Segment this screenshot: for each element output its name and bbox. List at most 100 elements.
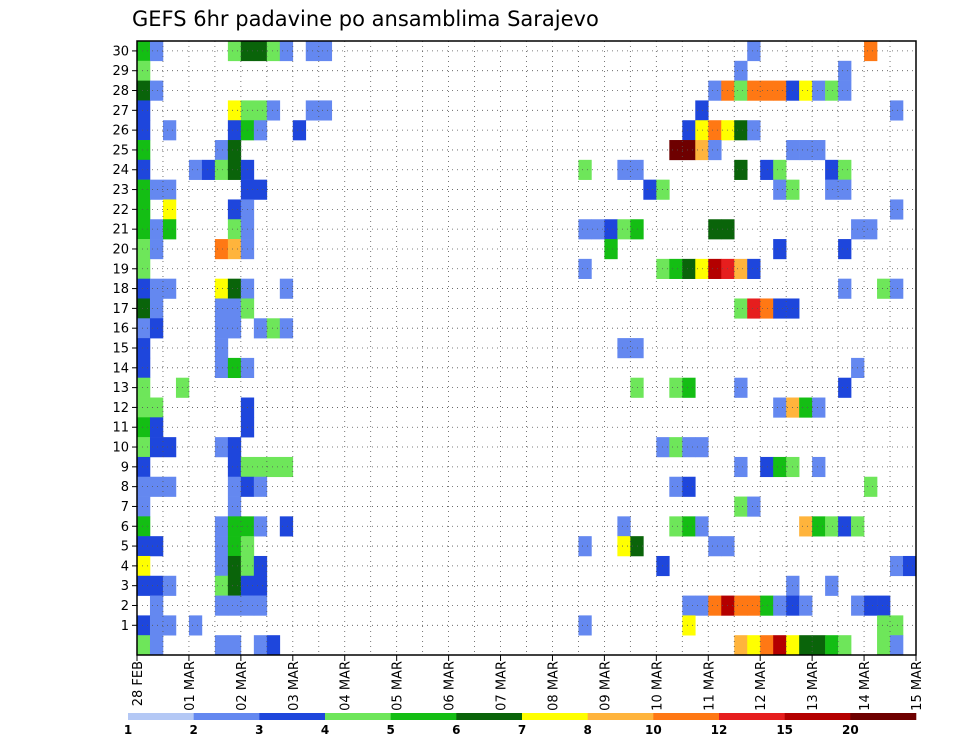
heatmap-cell bbox=[682, 437, 696, 458]
y-tick-label: 23 bbox=[112, 183, 129, 198]
heatmap-cell bbox=[149, 41, 164, 62]
heatmap-cell bbox=[214, 516, 229, 537]
heatmap-cell bbox=[838, 278, 852, 299]
heatmap-cell bbox=[214, 437, 229, 458]
heatmap-cell bbox=[266, 41, 281, 62]
colorbar-label: 7 bbox=[518, 723, 526, 737]
y-tick-label: 7 bbox=[121, 500, 129, 515]
x-tick-label: 15 MAR bbox=[910, 661, 925, 711]
heatmap-cell bbox=[214, 575, 229, 596]
y-tick-label: 16 bbox=[112, 322, 129, 337]
heatmap-cell bbox=[760, 159, 774, 180]
heatmap-cell bbox=[227, 456, 242, 478]
x-tick-label: 03 MAR bbox=[287, 661, 302, 711]
heatmap-cell bbox=[227, 476, 242, 497]
heatmap-cell bbox=[279, 516, 294, 537]
heatmap-cell bbox=[227, 239, 242, 260]
y-tick-label: 21 bbox=[112, 223, 129, 238]
heatmap-cell bbox=[162, 199, 177, 220]
heatmap-cell bbox=[253, 41, 268, 62]
heatmap-cell bbox=[838, 635, 852, 656]
y-tick-label: 15 bbox=[112, 342, 129, 357]
y-tick-label: 5 bbox=[121, 540, 129, 555]
x-tick-label: 28 FEB bbox=[131, 661, 146, 706]
y-tick-label: 9 bbox=[121, 460, 129, 475]
heatmap-cell bbox=[890, 615, 904, 636]
heatmap-cell bbox=[708, 536, 722, 557]
colorbar-swatch bbox=[719, 713, 785, 720]
heatmap-cell bbox=[812, 456, 826, 478]
heatmap-cell bbox=[682, 615, 696, 636]
colorbar-label: 2 bbox=[189, 723, 197, 737]
heatmap-cell bbox=[747, 80, 761, 101]
heatmap-cell bbox=[864, 595, 878, 616]
heatmap-cell bbox=[188, 159, 203, 180]
heatmap-cell bbox=[137, 536, 151, 557]
heatmap-cell bbox=[137, 575, 151, 596]
heatmap-cell bbox=[318, 41, 333, 62]
heatmap-cell bbox=[149, 179, 164, 200]
heatmap-cell bbox=[137, 338, 151, 359]
heatmap-cell bbox=[149, 635, 164, 656]
heatmap-cell bbox=[695, 100, 709, 121]
heatmap-cell bbox=[773, 159, 787, 180]
heatmap-cell bbox=[734, 258, 748, 279]
heatmap-cell bbox=[149, 219, 164, 240]
heatmap-cell bbox=[708, 595, 722, 616]
colorbar-label: 3 bbox=[255, 723, 263, 737]
heatmap-cell bbox=[682, 516, 696, 537]
x-tick-label: 11 MAR bbox=[702, 661, 717, 711]
heatmap-cell bbox=[149, 239, 164, 260]
heatmap-cell bbox=[137, 456, 151, 478]
heatmap-cell bbox=[643, 179, 657, 200]
y-tick-label: 13 bbox=[112, 381, 129, 396]
heatmap-cell bbox=[838, 80, 852, 101]
heatmap-cell bbox=[773, 179, 787, 200]
heatmap-cell bbox=[877, 635, 891, 656]
heatmap-cell bbox=[214, 140, 229, 161]
heatmap-cell bbox=[760, 635, 774, 656]
y-tick-label: 10 bbox=[112, 441, 129, 456]
heatmap-cell bbox=[838, 159, 852, 180]
y-tick-label: 18 bbox=[112, 282, 129, 297]
heatmap-cell bbox=[279, 318, 294, 339]
colorbar-swatch bbox=[325, 713, 391, 720]
heatmap-cell bbox=[812, 516, 826, 537]
heatmap-cell bbox=[137, 120, 151, 141]
heatmap-cell bbox=[682, 476, 696, 497]
y-tick-label: 4 bbox=[121, 559, 129, 574]
heatmap-cell bbox=[747, 635, 761, 656]
heatmap-cell bbox=[227, 41, 242, 62]
heatmap-cell bbox=[227, 140, 242, 161]
heatmap-cell bbox=[292, 120, 307, 141]
heatmap-cell bbox=[890, 100, 904, 121]
heatmap-cell bbox=[137, 298, 151, 319]
heatmap-cell bbox=[162, 615, 177, 636]
x-tick-label: 02 MAR bbox=[235, 661, 250, 711]
heatmap-cell bbox=[227, 575, 242, 596]
heatmap-cell bbox=[578, 536, 592, 557]
heatmap-cell bbox=[773, 635, 787, 656]
colorbar-label: 6 bbox=[452, 723, 460, 737]
colorbar-swatch bbox=[850, 713, 917, 720]
heatmap-cell bbox=[825, 159, 839, 180]
heatmap-cell bbox=[227, 159, 242, 180]
heatmap-cell bbox=[149, 397, 164, 418]
heatmap-cell bbox=[214, 239, 229, 260]
heatmap-cell bbox=[578, 159, 592, 180]
heatmap-cell bbox=[253, 555, 268, 577]
heatmap-cell bbox=[578, 615, 592, 636]
heatmap-cell bbox=[799, 635, 813, 656]
heatmap-cell bbox=[266, 100, 281, 121]
heatmap-cell bbox=[734, 60, 748, 81]
colorbar-label: 4 bbox=[321, 723, 329, 737]
heatmap-cell bbox=[682, 595, 696, 616]
heatmap-cell bbox=[227, 635, 242, 656]
heatmap-cell bbox=[149, 595, 164, 616]
heatmap-cell bbox=[149, 615, 164, 636]
heatmap-cell bbox=[214, 159, 229, 180]
y-axis: 1234567891011121314151617181920212223242… bbox=[112, 44, 137, 634]
heatmap-cell bbox=[669, 437, 683, 458]
heatmap-cell bbox=[162, 219, 177, 240]
heatmap-cell bbox=[890, 278, 904, 299]
